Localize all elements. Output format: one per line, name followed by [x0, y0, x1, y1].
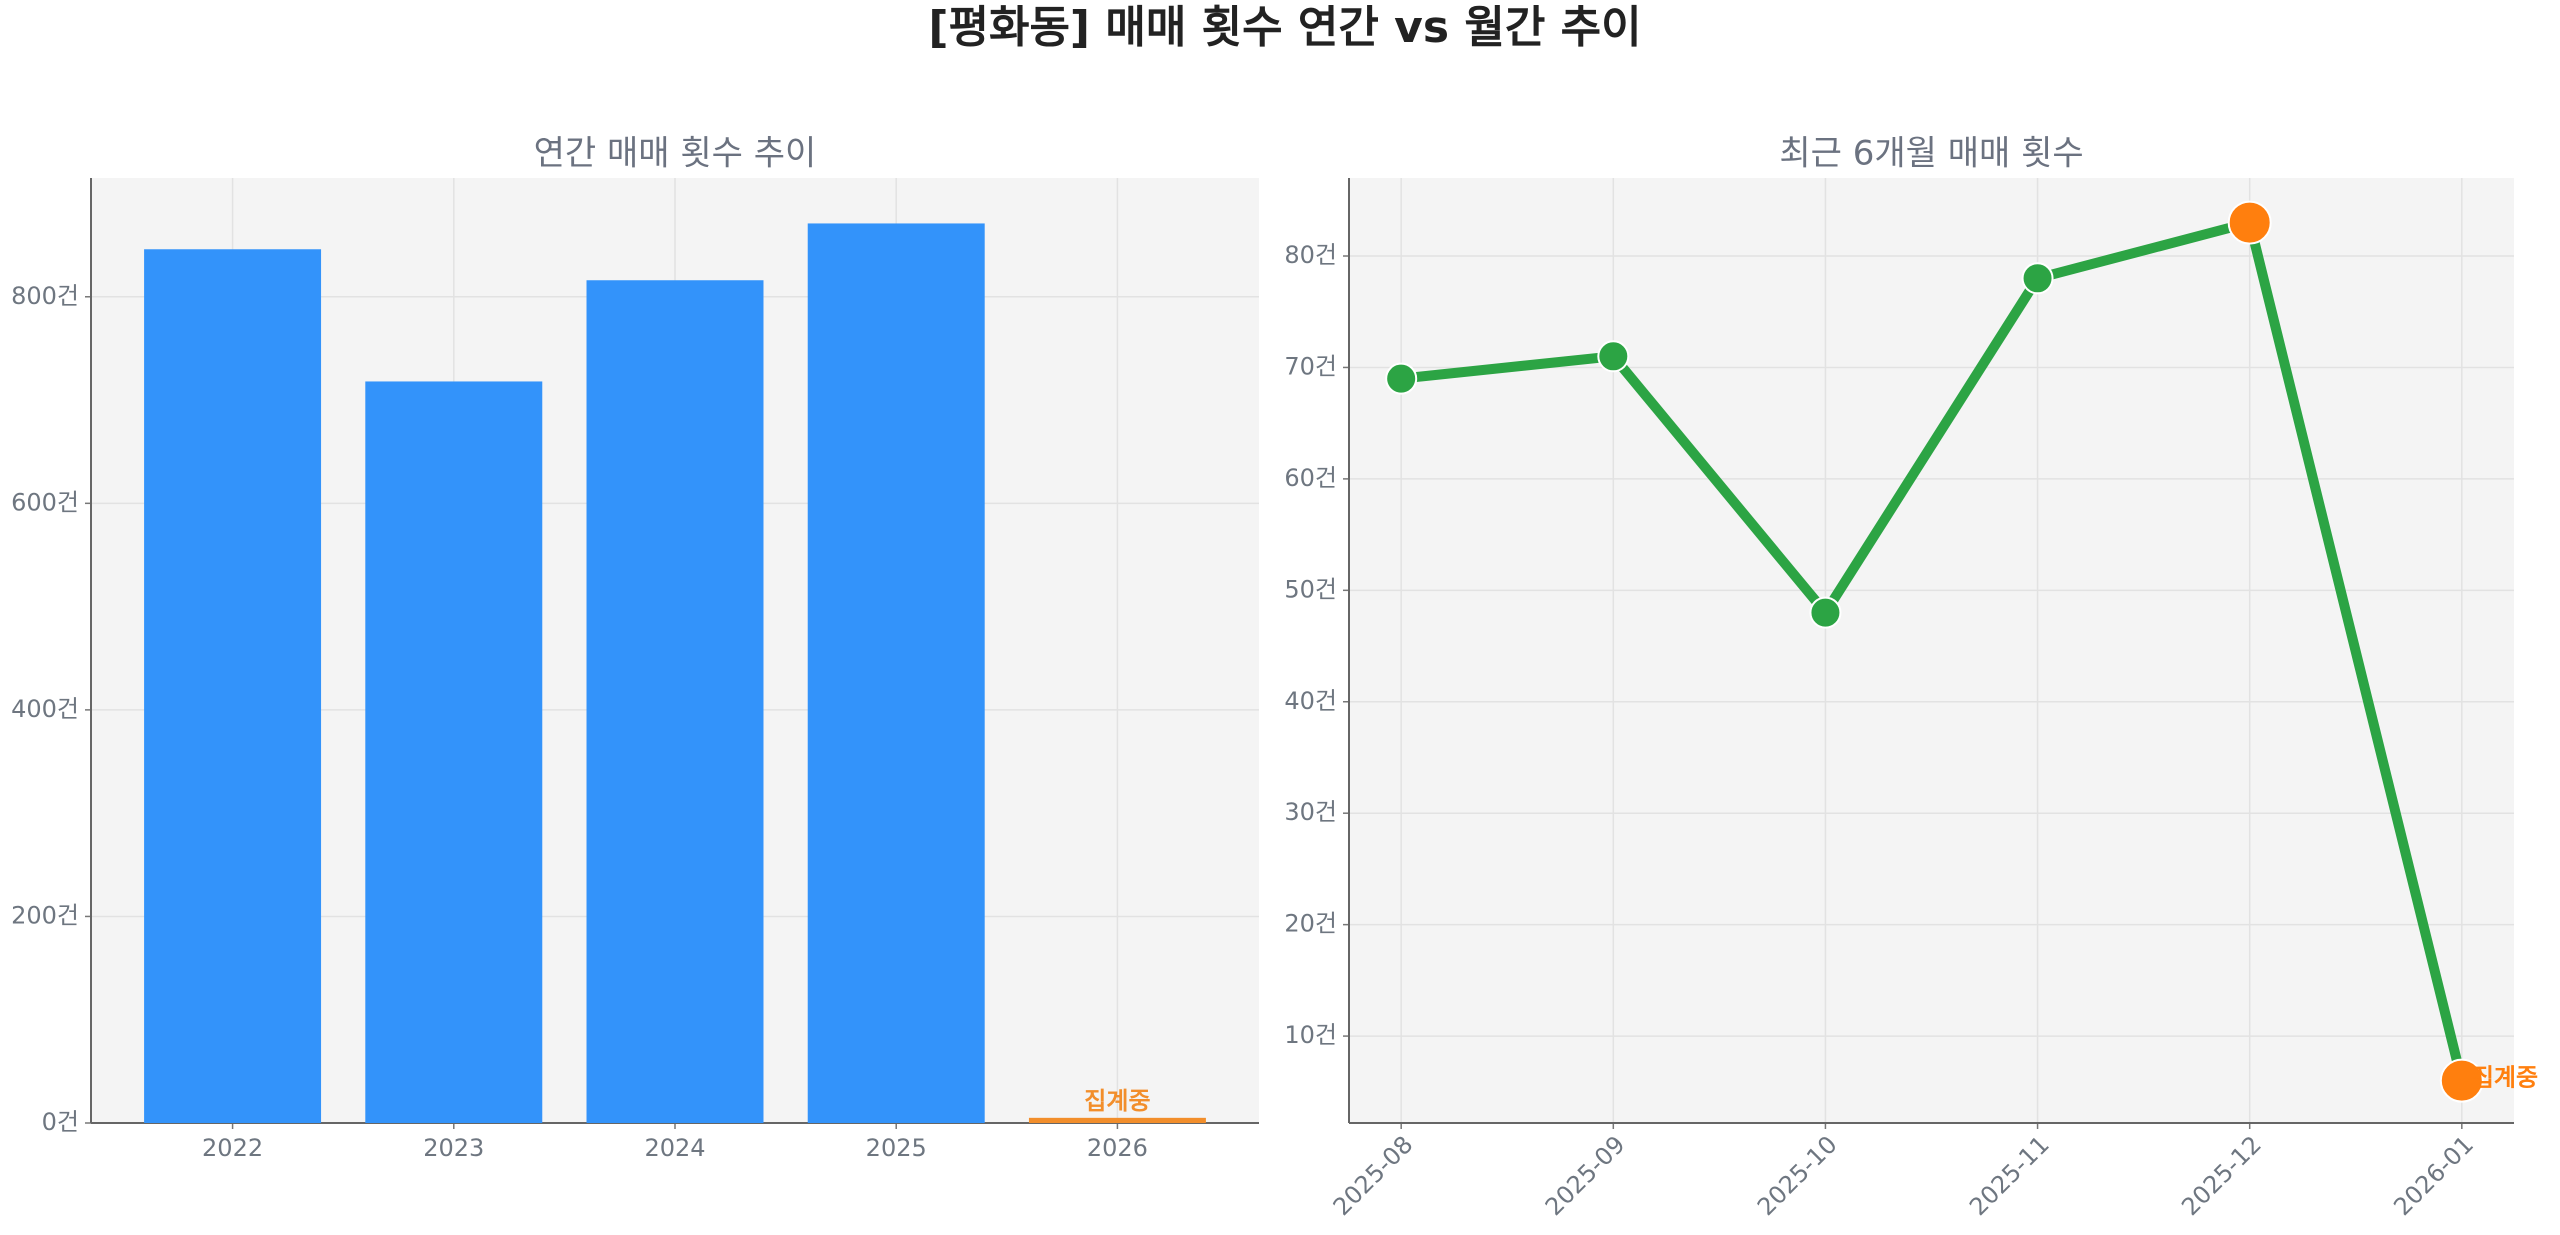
annotation: 집계중: [1084, 1087, 1150, 1115]
plot-area: [1349, 178, 2514, 1123]
figure-title: [평화동] 매매 횟수 연간 vs 월간 추이: [928, 2, 1641, 53]
x-tick-label: 2025-12: [2176, 1130, 2267, 1221]
marker: [2439, 1058, 2484, 1103]
y-tick-label: 80건: [1284, 241, 1337, 269]
marker: [2227, 200, 2272, 245]
x-tick-label: 2023: [423, 1134, 484, 1162]
y-tick-label: 50건: [1284, 575, 1337, 603]
y-tick-label: 70건: [1284, 352, 1337, 380]
y-tick-label: 600건: [11, 488, 79, 516]
x-tick-label: 2024: [644, 1134, 705, 1162]
y-tick-label: 30건: [1284, 798, 1337, 826]
y-tick-label: 40건: [1284, 687, 1337, 715]
chart-title: 연간 매매 횟수 추이: [534, 134, 817, 174]
bar: [365, 381, 543, 1124]
line: [1400, 217, 2467, 1082]
x-tick-label: 2025-09: [1540, 1130, 1631, 1221]
bar: [1028, 1117, 1206, 1123]
y-tick-label: 800건: [11, 282, 79, 310]
x-tick-label: 2025-10: [1752, 1130, 1843, 1221]
marker: [1809, 596, 1842, 629]
annotation: 집계중: [2472, 1064, 2538, 1092]
marker: [1597, 340, 1630, 373]
bar: [807, 223, 985, 1123]
y-tick-label: 20건: [1284, 910, 1337, 938]
x-tick-label: 2025: [866, 1134, 927, 1162]
marker: [1385, 362, 1418, 395]
y-tick-label: 400건: [11, 695, 79, 723]
bar: [144, 249, 322, 1123]
x-tick-label: 2026: [1087, 1134, 1148, 1162]
y-tick-label: 60건: [1284, 464, 1337, 492]
x-tick-label: 2026-01: [2388, 1130, 2479, 1221]
x-tick-label: 2022: [202, 1134, 263, 1162]
chart-title: 최근 6개월 매매 횟수: [1779, 134, 2083, 174]
marker: [2021, 262, 2054, 295]
y-tick-label: 0건: [42, 1108, 79, 1136]
y-tick-label: 10건: [1284, 1021, 1337, 1049]
x-tick-label: 2025-11: [1964, 1130, 2055, 1221]
bar: [586, 280, 764, 1123]
y-tick-label: 200건: [11, 901, 79, 929]
x-tick-label: 2025-08: [1328, 1130, 1419, 1221]
